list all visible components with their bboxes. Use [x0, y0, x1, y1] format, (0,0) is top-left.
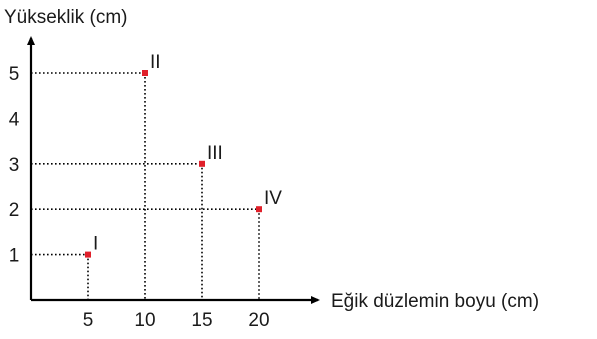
data-point [256, 206, 262, 213]
guide-lines [31, 72, 260, 300]
data-point-label: I [93, 234, 98, 255]
y-tick-label: 2 [9, 200, 20, 221]
y-tick-label: 3 [9, 155, 20, 176]
y-tick-label: 4 [9, 109, 20, 130]
y-tick-label: 5 [9, 64, 20, 85]
x-tick-label: 15 [191, 310, 212, 331]
x-tick-label: 5 [83, 310, 94, 331]
data-point-label: II [150, 52, 161, 73]
data-point-label: IV [264, 188, 282, 209]
x-tick-labels: 5 10 15 20 [83, 310, 270, 331]
data-point [199, 160, 205, 167]
x-tick-label: 10 [134, 310, 155, 331]
y-tick-label: 1 [9, 246, 20, 267]
x-axis-label: Eğik düzlemin boyu (cm) [331, 291, 539, 312]
data-point [85, 251, 91, 258]
x-tick-label: 20 [248, 310, 269, 331]
y-tick-labels: 1 2 3 4 5 [9, 64, 20, 267]
data-point [142, 70, 148, 76]
data-point-label: III [207, 143, 223, 164]
y-axis-label: Yükseklik (cm) [4, 7, 128, 28]
